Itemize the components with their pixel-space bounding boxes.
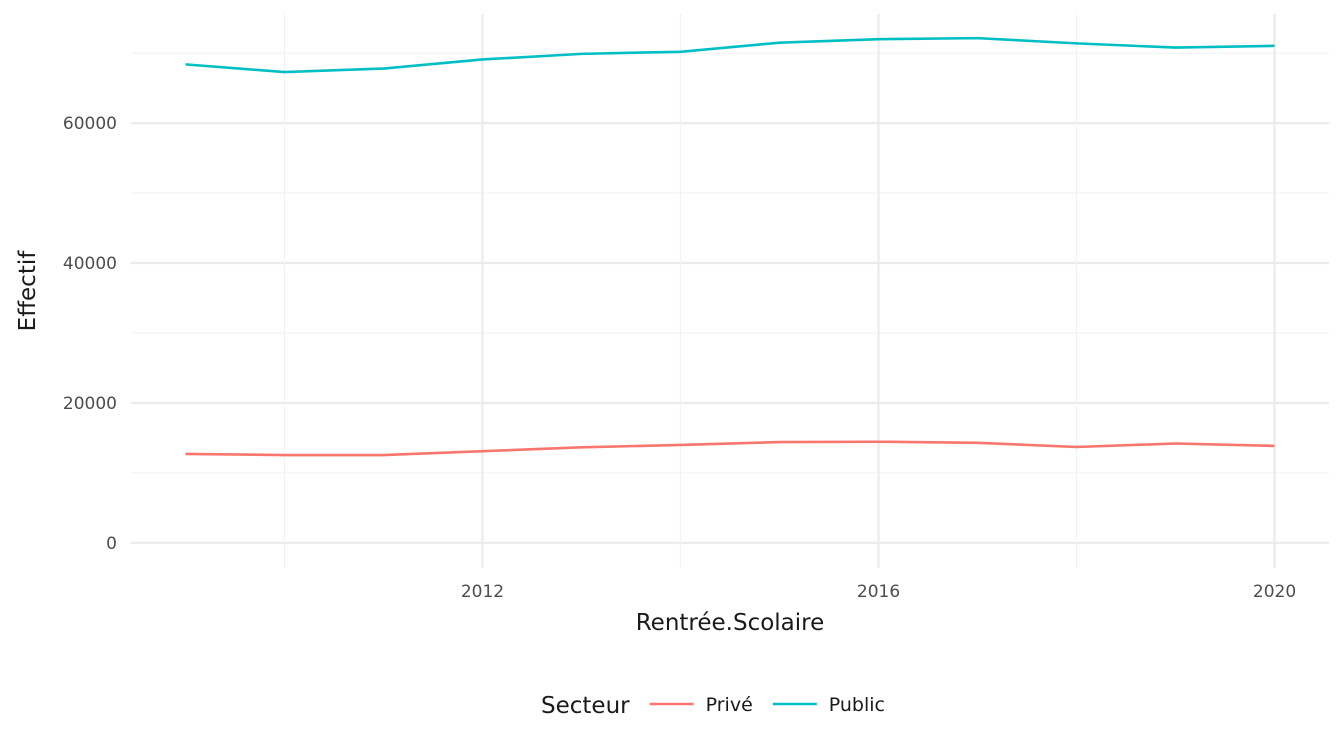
y-tick-label: 40000 xyxy=(63,254,117,274)
x-tick-label: 2012 xyxy=(461,582,504,602)
grid xyxy=(131,14,1329,568)
y-axis-ticks: 0 20000 40000 60000 xyxy=(63,114,117,554)
legend-label-1: Public xyxy=(829,694,885,716)
series-line-1 xyxy=(185,36,1275,74)
series-lines xyxy=(185,36,1275,457)
y-tick-label: 0 xyxy=(106,534,117,554)
x-axis-title: Rentrée.Scolaire xyxy=(636,610,825,636)
legend-title: Secteur xyxy=(541,693,630,719)
x-axis-ticks: 2012 2016 2020 xyxy=(461,582,1296,602)
x-tick-label: 2020 xyxy=(1253,582,1296,602)
y-axis-title: Effectif xyxy=(15,250,41,332)
legend-label-0: Privé xyxy=(706,694,753,716)
x-tick-label: 2016 xyxy=(857,582,900,602)
y-tick-label: 60000 xyxy=(63,114,117,134)
series-line-0 xyxy=(185,440,1275,457)
y-tick-label: 20000 xyxy=(63,394,117,414)
legend: Secteur Privé Public xyxy=(541,693,885,719)
